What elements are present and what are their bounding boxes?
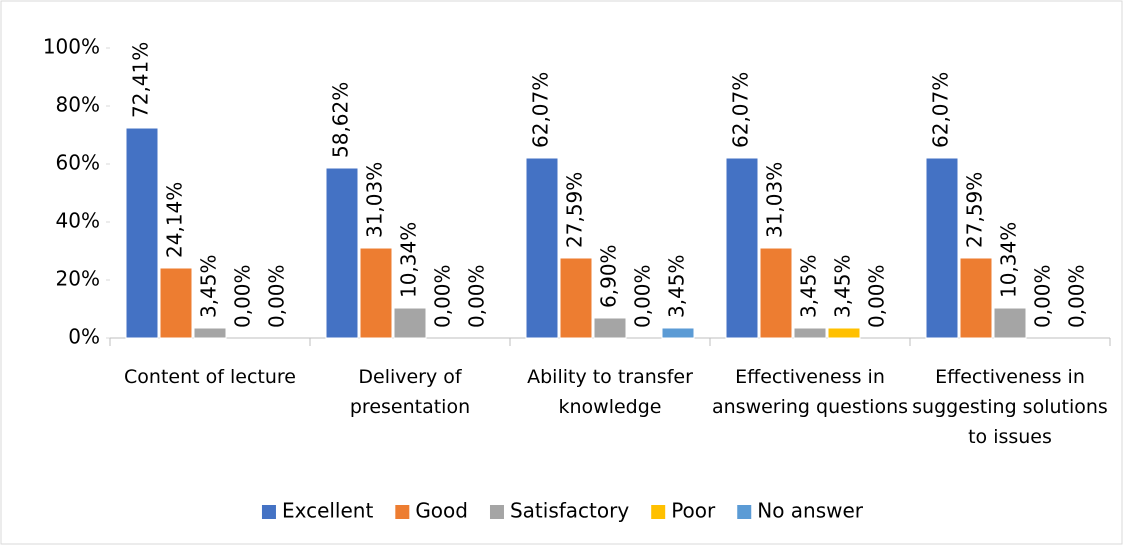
data-label: 6,90% [597, 244, 621, 308]
x-tick-label: Content of lecture [124, 366, 296, 388]
y-tick-label: 20% [56, 267, 100, 291]
data-label: 0,00% [431, 264, 455, 328]
data-label: 31,03% [763, 162, 787, 238]
data-label: 72,41% [129, 42, 153, 118]
bar [593, 317, 627, 339]
data-label: 58,62% [329, 82, 353, 158]
bar [759, 247, 793, 339]
legend-label: Poor [671, 499, 716, 523]
bar [393, 307, 427, 339]
y-tick-label: 0% [68, 325, 100, 349]
bar [193, 327, 227, 339]
bar [559, 257, 593, 339]
bar [359, 247, 393, 339]
legend-label: Excellent [282, 499, 374, 523]
legend-swatch [651, 505, 666, 519]
bar [125, 127, 159, 339]
data-label: 3,45% [831, 254, 855, 318]
y-tick-label: 100% [43, 35, 100, 59]
data-label: 0,00% [465, 264, 489, 328]
bar [993, 307, 1027, 339]
y-tick-label: 80% [56, 93, 100, 117]
data-label: 0,00% [1031, 264, 1055, 328]
y-tick-label: 60% [56, 151, 100, 175]
bar [725, 157, 759, 339]
legend-swatch [395, 505, 410, 519]
data-label: 0,00% [1065, 264, 1089, 328]
bar [827, 327, 861, 339]
data-label: 27,59% [563, 172, 587, 248]
data-label: 27,59% [963, 172, 987, 248]
x-tick-label: Effectiveness in suggesting solutions to… [912, 366, 1108, 448]
bar [661, 327, 695, 339]
data-label: 0,00% [231, 264, 255, 328]
legend-label: Good [415, 499, 468, 523]
legend-label: Satisfactory [510, 499, 629, 523]
data-label: 31,03% [363, 162, 387, 238]
x-tick-label: Ability to transfer knowledge [527, 366, 693, 418]
legend-label: No answer [757, 499, 864, 523]
y-tick-label: 40% [56, 209, 100, 233]
legend-swatch [261, 505, 276, 519]
bar [525, 157, 559, 339]
bar [325, 167, 359, 339]
data-label: 10,34% [997, 222, 1021, 298]
data-label: 0,00% [631, 264, 655, 328]
legend-swatch [737, 505, 752, 519]
data-label: 0,00% [265, 264, 289, 328]
x-tick-label: Delivery of presentation [349, 366, 471, 418]
data-label: 62,07% [729, 72, 753, 148]
bar [925, 157, 959, 339]
data-label: 3,45% [197, 254, 221, 318]
data-label: 3,45% [665, 254, 689, 318]
data-label: 0,00% [865, 264, 889, 328]
x-tick-label: Effectiveness in answering questions [711, 366, 909, 418]
bar [159, 267, 193, 339]
data-label: 10,34% [397, 222, 421, 298]
bar [959, 257, 993, 339]
bar [793, 327, 827, 339]
data-label: 62,07% [529, 72, 553, 148]
data-label: 24,14% [163, 182, 187, 258]
data-label: 62,07% [929, 72, 953, 148]
legend-swatch [489, 505, 504, 519]
data-label: 3,45% [797, 254, 821, 318]
